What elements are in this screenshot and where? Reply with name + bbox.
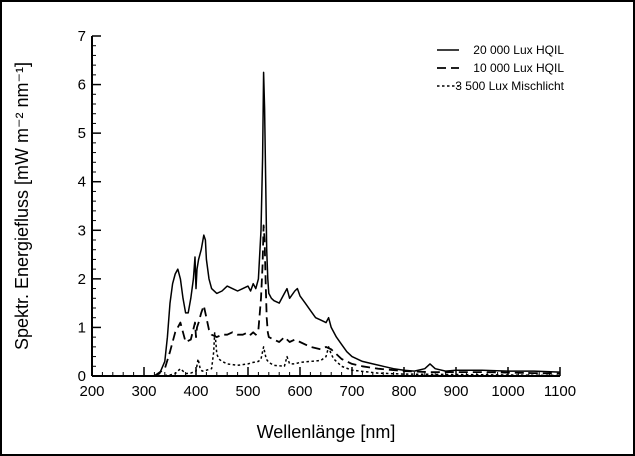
- y-axis-title: Spektr. Energiefluss [mW m⁻² nm⁻¹]: [12, 62, 32, 350]
- x-tick-label: 900: [443, 383, 468, 400]
- legend-label-1: 20 000 Lux HQIL: [473, 43, 564, 57]
- x-tick-label: 700: [339, 383, 364, 400]
- x-tick-label: 800: [391, 383, 416, 400]
- series-line-1: [144, 71, 561, 377]
- legend-label-3: 3 500 Lux Mischlicht: [455, 79, 564, 93]
- y-tick-label: 0: [78, 368, 86, 385]
- y-tick-label: 6: [78, 77, 86, 94]
- x-tick-label: 1000: [491, 383, 524, 400]
- x-tick-label: 500: [235, 383, 260, 400]
- axes: [91, 36, 560, 377]
- y-tick-label: 7: [78, 28, 86, 45]
- x-tick-label: 600: [287, 383, 312, 400]
- data-series: [144, 71, 561, 377]
- series-line-3: [159, 331, 561, 377]
- x-tick-label: 200: [79, 383, 104, 400]
- y-tick-label: 5: [78, 125, 86, 142]
- y-tick-label: 3: [78, 222, 86, 239]
- y-tick-label: 2: [78, 271, 86, 288]
- series-line-2: [153, 224, 561, 377]
- legend-label-2: 10 000 Lux HQIL: [473, 61, 564, 75]
- legend: 20 000 Lux HQIL 10 000 Lux HQIL 3 500 Lux …: [437, 43, 565, 93]
- y-tick-label: 4: [78, 174, 86, 191]
- y-tick-label: 1: [78, 319, 86, 336]
- x-tick-label: 1100: [544, 383, 576, 400]
- axis-ticks: 200 300 400 500 600 700 800 900 1000 1100 0 1 2 3 4 5 6 7: [78, 28, 576, 400]
- x-tick-label: 400: [183, 383, 208, 400]
- x-tick-label: 300: [131, 383, 156, 400]
- x-axis-title: Wellenlänge [nm]: [257, 422, 396, 442]
